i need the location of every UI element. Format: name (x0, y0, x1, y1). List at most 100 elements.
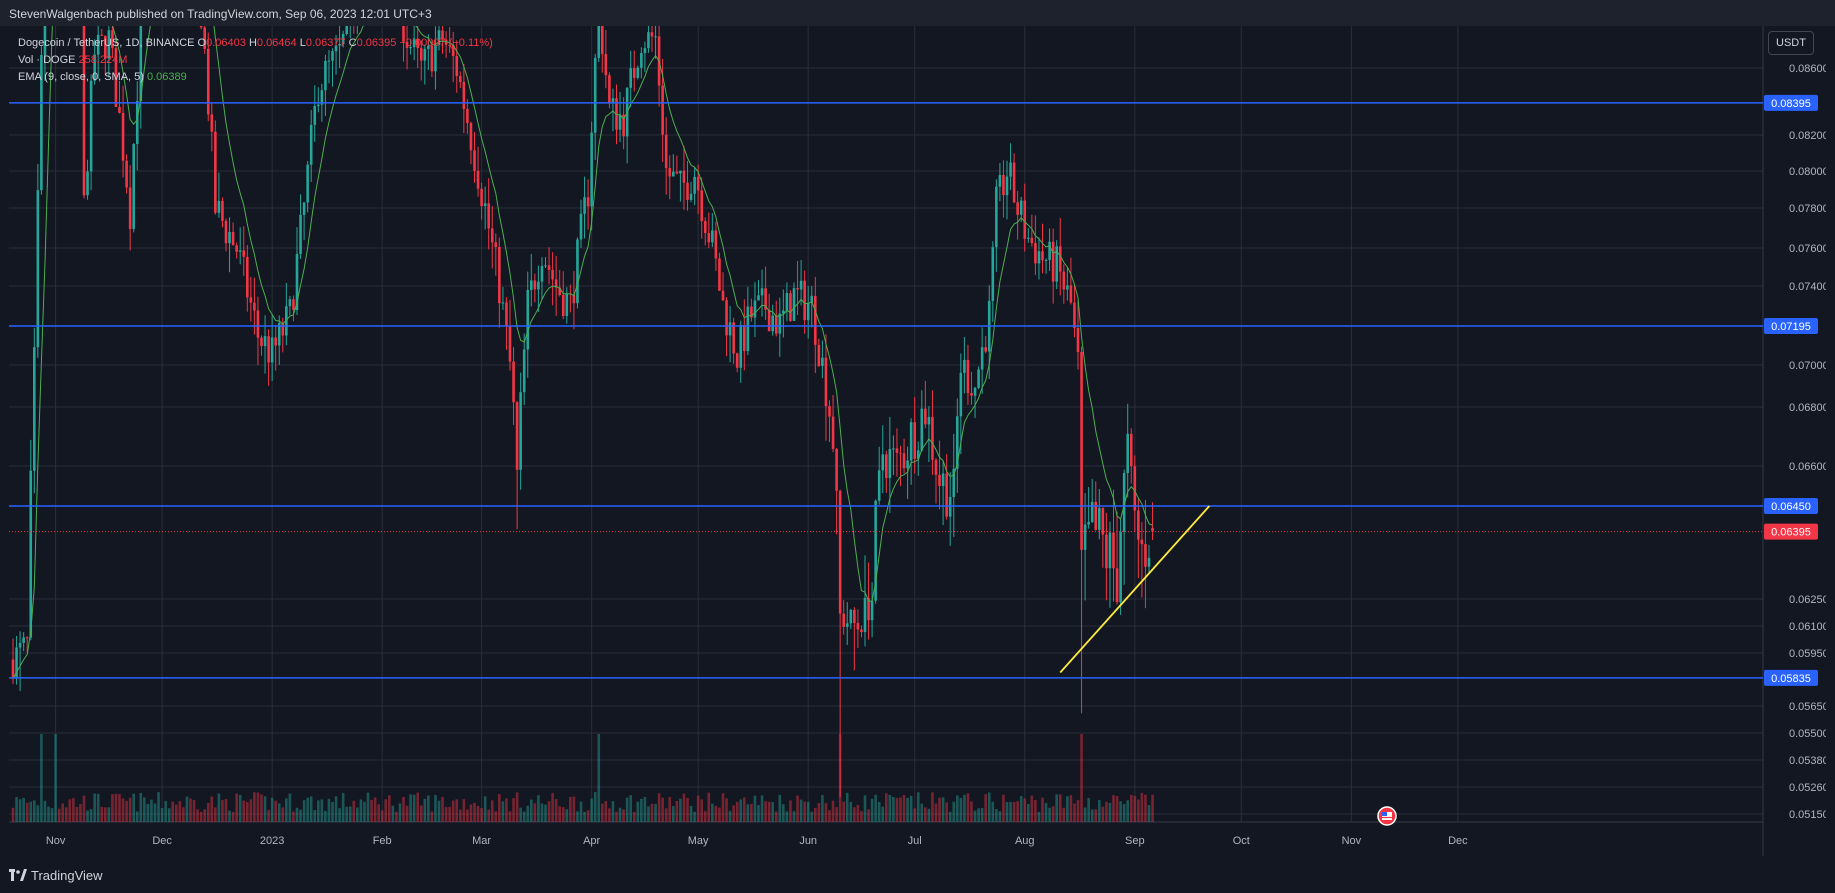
candle-body (771, 315, 774, 332)
candle-body (530, 280, 533, 291)
candle-body (93, 54, 96, 81)
candle-body (462, 81, 466, 109)
volume-bar (991, 801, 995, 822)
candle-body (490, 228, 494, 243)
volume-bar (72, 798, 75, 822)
volume-bar (1048, 807, 1051, 822)
volume-bar (1062, 807, 1066, 822)
currency-button[interactable]: USDT (1768, 31, 1814, 55)
volume-bar (966, 793, 970, 822)
volume-bar (256, 792, 260, 822)
candle-body (593, 57, 597, 133)
price-tick-label: 0.06100 (1789, 621, 1826, 633)
volume-bar (821, 795, 824, 822)
candle-body (1144, 544, 1147, 567)
price-tick-label: 0.05950 (1789, 648, 1826, 660)
candle-body (572, 294, 576, 304)
candle-body (647, 32, 650, 49)
volume-bar (1098, 800, 1101, 822)
publisher-bar: StevenWalgenbach published on TradingVie… (0, 0, 1835, 26)
candle-body (909, 422, 913, 461)
candle-body (104, 35, 107, 59)
candle-body (260, 337, 263, 347)
volume-bar (356, 807, 359, 822)
volume-bar (480, 808, 483, 822)
volume-bar (157, 792, 160, 822)
candle-body (1066, 285, 1069, 290)
volume-bar (1144, 794, 1147, 822)
volume-bar (1037, 811, 1041, 822)
candle-body (860, 629, 863, 633)
candle-body (125, 160, 128, 188)
candle-body (856, 622, 860, 630)
volume-bar (128, 797, 132, 822)
volume-bar (909, 795, 913, 822)
volume-bar (459, 809, 462, 822)
chart-panel[interactable]: 0.08600 0.08200 0.08000 0.07800 0.07600 0.074… (9, 26, 1829, 856)
candle-body (313, 106, 317, 125)
publisher-line: StevenWalgenbach published on TradingVie… (9, 7, 432, 21)
candle-body (881, 454, 885, 471)
volume-bar (1069, 795, 1073, 822)
candle-body (334, 45, 338, 52)
volume-bar (952, 801, 956, 822)
time-tick-label: Jun (799, 835, 817, 847)
volume-bar (206, 802, 210, 822)
candle-body (15, 647, 18, 679)
price-tick-label: 0.05150 (1789, 809, 1826, 821)
volume-bar (143, 797, 146, 822)
ema-value: 0.06389 (147, 71, 187, 83)
volume-bar (824, 803, 828, 822)
candle-body (1076, 327, 1080, 353)
volume-bar (892, 796, 895, 822)
candle-body (597, 26, 601, 58)
volume-bar (1019, 795, 1023, 822)
volume-bar (324, 810, 327, 822)
candle-body (707, 232, 711, 243)
volume-bar (228, 810, 231, 822)
symbol-name[interactable]: Dogecoin / TetherUS, 1D, BINANCE (18, 37, 195, 49)
candle-body (931, 416, 934, 460)
candle-body (1098, 508, 1101, 530)
volume-bar (931, 792, 934, 822)
candle-body (1090, 501, 1094, 522)
volume-bar (707, 792, 711, 822)
candle-body (966, 359, 970, 394)
price-chart[interactable]: 0.08600 0.08200 0.08000 0.07800 0.07600 0.074… (9, 26, 1829, 856)
candle-body (1016, 202, 1019, 215)
volume-bar (1051, 806, 1055, 822)
candle-body (537, 281, 540, 290)
candle-body (938, 474, 941, 487)
ema-label[interactable]: EMA (9, close, 0, SMA, 5) (18, 71, 144, 83)
candle-body (246, 256, 249, 298)
candle-body (18, 642, 22, 648)
tradingview-logo[interactable]: TradingView (9, 866, 103, 884)
volume-bar (785, 811, 789, 822)
volume-bar (370, 799, 373, 822)
volume-bar (380, 810, 384, 822)
candle-body (806, 302, 810, 321)
volume-label[interactable]: Vol · DOGE (18, 54, 76, 66)
volume-bar (487, 809, 490, 822)
volume-bar (530, 799, 533, 822)
candle-body (725, 300, 728, 336)
candle-body (430, 45, 434, 72)
volume-bars (11, 734, 1154, 822)
price-tick-label: 0.06800 (1789, 402, 1826, 414)
candle-body (689, 193, 693, 200)
price-tick-label: 0.08000 (1789, 166, 1826, 178)
volume-bar (267, 809, 270, 822)
us-flag-icon[interactable] (1377, 806, 1397, 826)
candle-body (1030, 237, 1034, 244)
volume-bar (863, 795, 867, 822)
volume-bar (831, 800, 835, 822)
volume-bar (1041, 797, 1044, 822)
volume-bar (210, 796, 214, 822)
volume-bar (185, 796, 189, 822)
candle-body (1051, 241, 1055, 282)
time-tick-label: May (688, 835, 709, 847)
volume-bar (82, 795, 86, 822)
volume-bar (341, 793, 345, 822)
price-tick-label: 0.07600 (1789, 243, 1826, 255)
volume-bar (640, 798, 643, 822)
